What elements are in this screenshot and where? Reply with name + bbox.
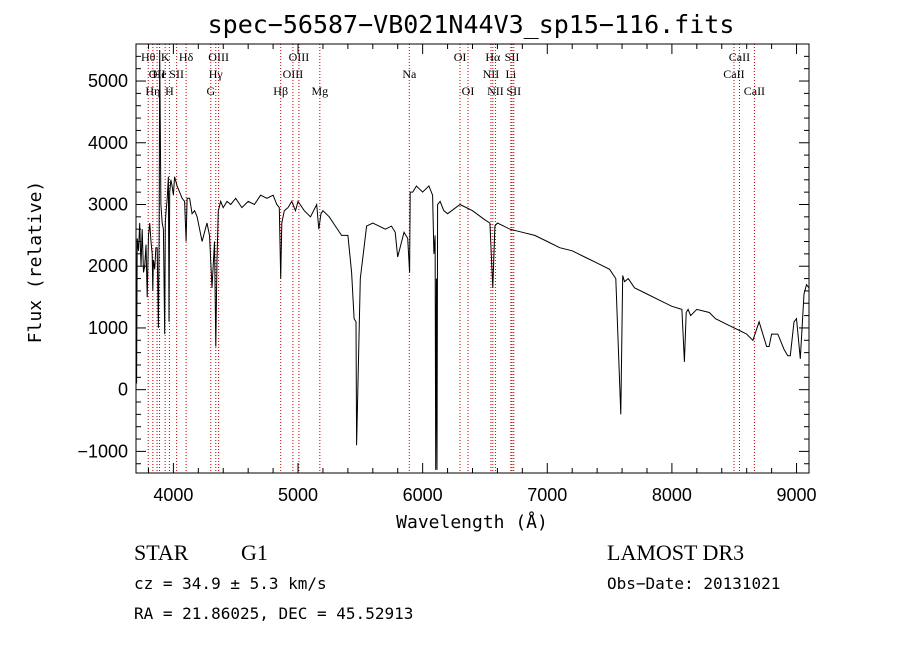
annotation-label: SII <box>506 84 521 98</box>
y-tick-label: −1000 <box>77 441 128 461</box>
y-tick-label: 4000 <box>88 133 128 153</box>
annotation-label: Hδ <box>179 50 194 64</box>
obs-date: Obs−Date: 20131021 <box>607 574 780 593</box>
annotation-label: SII <box>169 67 184 81</box>
y-tick-label: 3000 <box>88 194 128 214</box>
annotation-label: OII <box>149 67 166 81</box>
object-class: STAR <box>134 540 189 565</box>
x-tick-label: 7000 <box>527 485 567 505</box>
annotation-label: CaII <box>729 50 750 64</box>
x-tick-label: 6000 <box>403 485 443 505</box>
annotation-label: Hθ <box>141 50 156 64</box>
annotation-label: OIII <box>208 50 229 64</box>
annotation-label: SII <box>505 50 520 64</box>
annotation-label: OI <box>462 84 475 98</box>
coordinates: RA = 21.86025, DEC = 45.52913 <box>134 604 413 623</box>
object-subclass: G1 <box>241 540 268 565</box>
y-tick-label: 5000 <box>88 71 128 91</box>
chart-title: spec−56587−VB021N44V3_sp15−116.fits <box>208 10 735 39</box>
y-tick-label: 2000 <box>88 256 128 276</box>
y-axis-ticks: −1000 0 1000 2000 3000 4000 5000 <box>77 55 809 465</box>
annotation-label: CaII <box>723 67 744 81</box>
line-annotations: HθHηOIIHeKHSIIHδGHγOIIIHβOIIIOIIIMgNaOIO… <box>141 44 765 473</box>
spectrum-line <box>135 50 810 470</box>
y-tick-label: 0 <box>118 380 128 400</box>
x-tick-label: 9000 <box>777 485 817 505</box>
x-tick-label: 4000 <box>153 485 193 505</box>
x-tick-label: 8000 <box>652 485 692 505</box>
x-axis-ticks: 4000 5000 6000 7000 8000 9000 <box>147 44 817 505</box>
annotation-label: G <box>206 84 215 98</box>
annotation-label: Na <box>402 67 417 81</box>
survey-name: LAMOST DR3 <box>607 540 744 565</box>
annotation-label: OI <box>454 50 467 64</box>
annotation-label: NII <box>483 67 500 81</box>
annotation-label: OIII <box>289 50 310 64</box>
y-tick-label: 1000 <box>88 318 128 338</box>
annotation-label: Mg <box>311 84 328 98</box>
annotation-label: Hη <box>145 84 160 98</box>
annotation-label: Hα <box>485 50 501 64</box>
annotation-label: Li <box>506 67 517 81</box>
annotation-label: K <box>161 50 170 64</box>
plot-frame <box>135 43 810 474</box>
y-axis-label: Flux (relative) <box>25 181 46 344</box>
redshift-text: cz = 34.9 ± 5.3 km/s <box>134 574 327 593</box>
annotation-label: Hγ <box>209 67 224 81</box>
annotation-label: CaII <box>744 84 765 98</box>
annotation-label: Hβ <box>273 84 288 98</box>
annotation-label: OIII <box>283 67 304 81</box>
annotation-label: H <box>165 84 174 98</box>
x-tick-label: 5000 <box>278 485 318 505</box>
annotation-label: NII <box>487 84 504 98</box>
x-axis-label: Wavelength (Å) <box>396 511 548 533</box>
